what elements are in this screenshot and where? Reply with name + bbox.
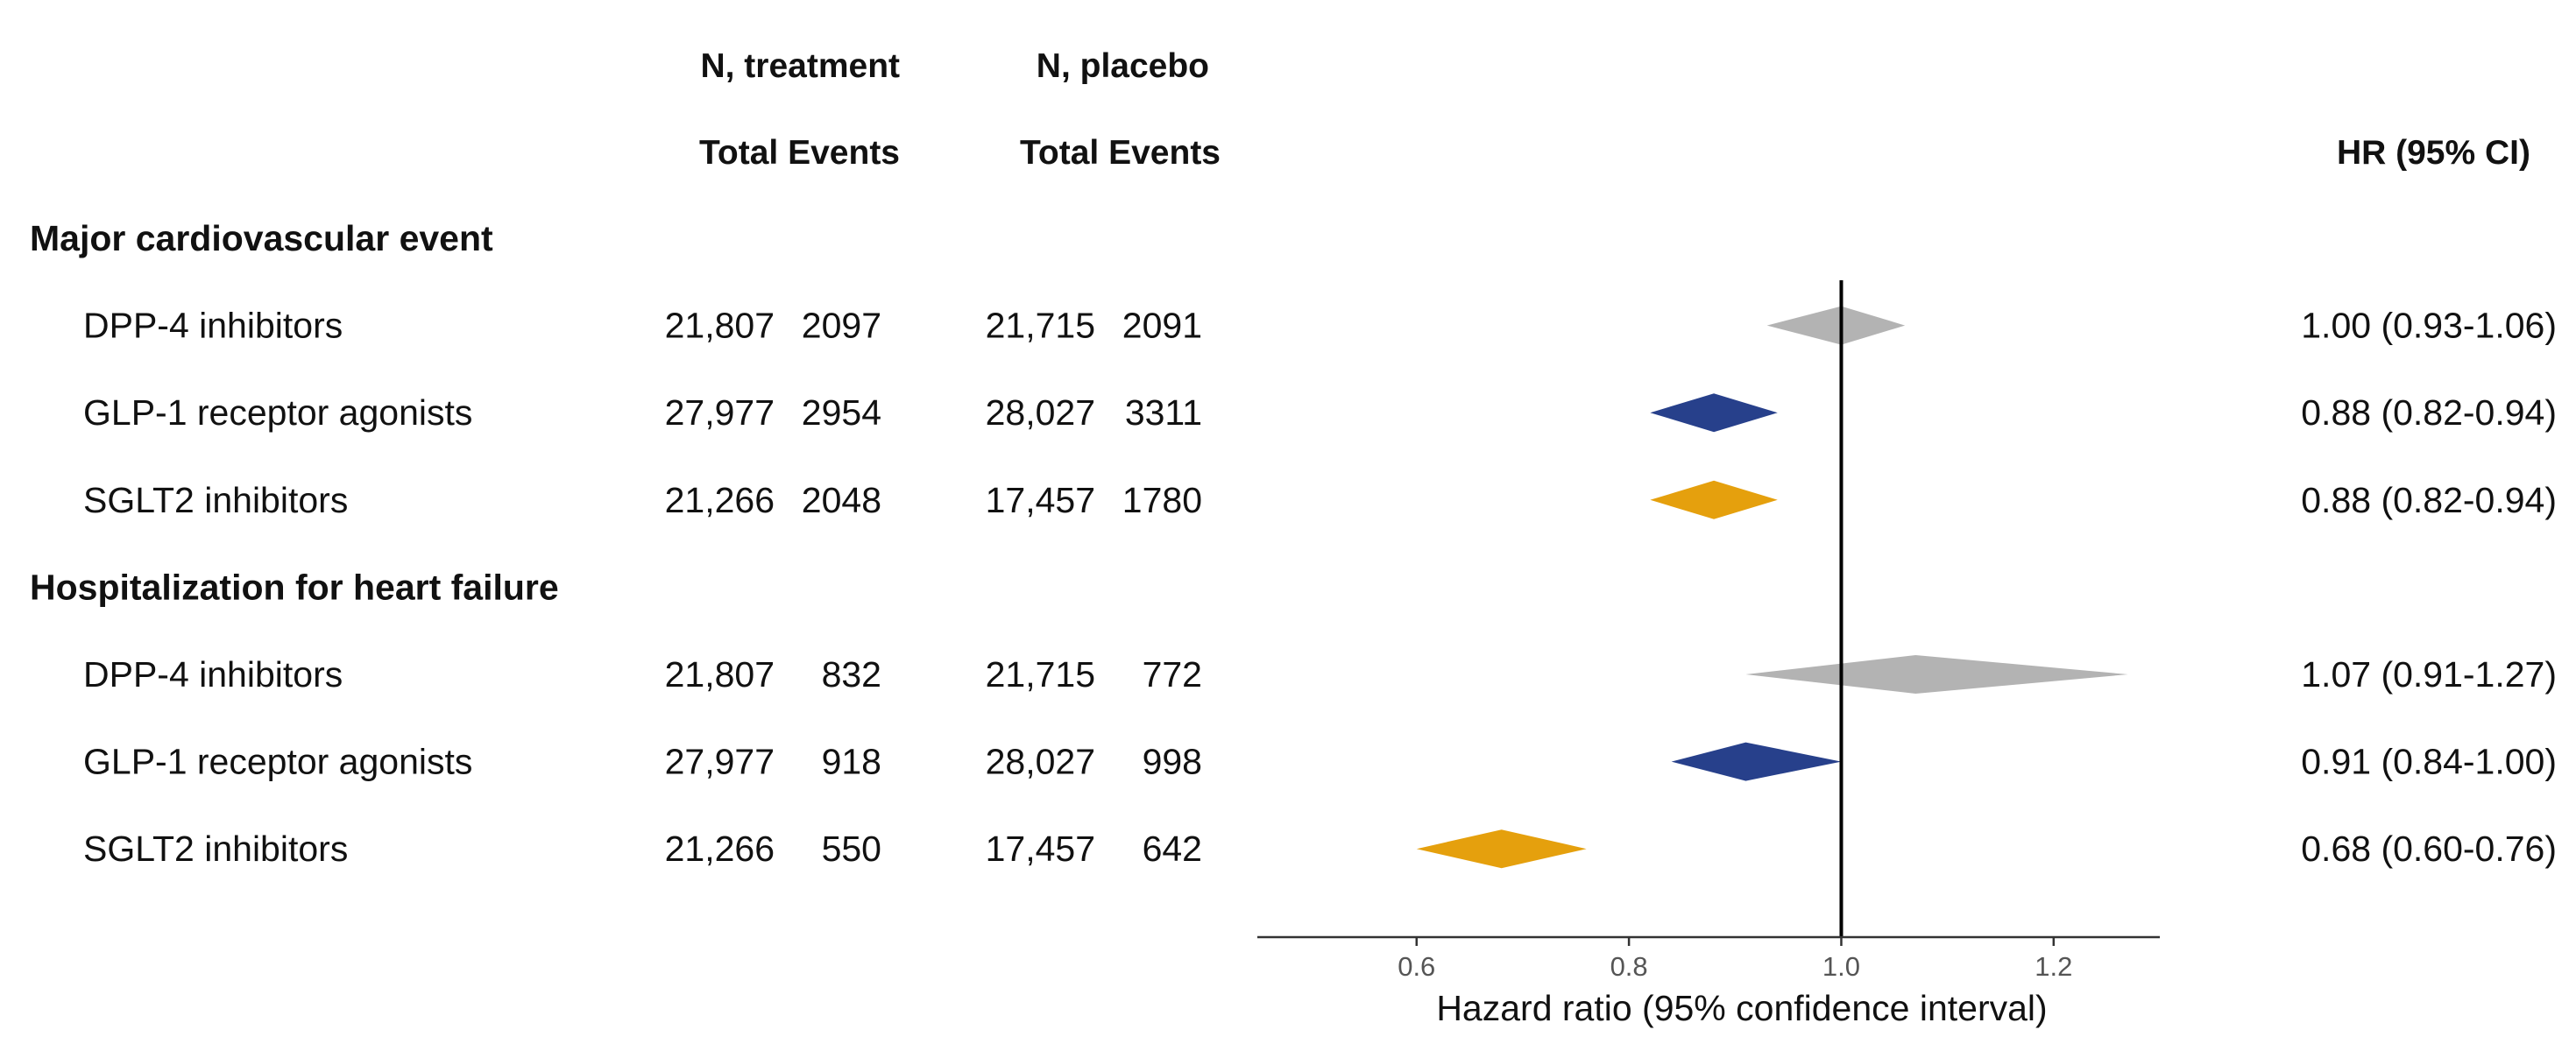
table-rows: Major cardiovascular event DPP-4 inhibito…: [30, 218, 2557, 869]
x-tick-label: 0.6: [1398, 951, 1435, 982]
x-tick-label: 0.8: [1610, 951, 1648, 982]
events-treatment-value: 832: [822, 654, 881, 695]
table-row: GLP-1 receptor agonists 27,977 918 28,027 99…: [83, 742, 2557, 782]
table-row: GLP-1 receptor agonists 27,977 2954 28,027 3…: [83, 392, 2557, 433]
table-row: DPP-4 inhibitors 21,807 832 21,715 772 1.07 (…: [83, 654, 2557, 695]
group-label: Hospitalization for heart failure: [30, 567, 559, 607]
n-placebo-value: 28,027: [986, 392, 1095, 433]
events-placebo-value: 772: [1143, 654, 1202, 695]
diamond-marks: [1416, 306, 2128, 869]
n-treatment-value: 21,807: [665, 654, 775, 695]
group-label: Major cardiovascular event: [30, 218, 493, 258]
n-treatment-value: 21,266: [665, 480, 775, 520]
events-placebo-value: 3311: [1125, 392, 1202, 433]
row-label: SGLT2 inhibitors: [83, 480, 348, 520]
hr-diamond: [1416, 829, 1587, 869]
hr-ci-value: 0.68 (0.60-0.76): [2301, 829, 2557, 869]
table-row: DPP-4 inhibitors 21,807 2097 21,715 2091 1.00…: [83, 306, 2557, 346]
n-placebo-value: 28,027: [986, 742, 1095, 782]
events-treatment-value: 2097: [802, 306, 881, 346]
hr-ci-value: 1.00 (0.93-1.06): [2301, 306, 2557, 346]
header-total-events-placebo: Total Events: [1020, 134, 1221, 172]
n-placebo-value: 17,457: [986, 480, 1095, 520]
n-placebo-value: 21,715: [986, 306, 1095, 346]
events-treatment-value: 2954: [802, 392, 881, 433]
hr-diamond: [1671, 742, 1842, 781]
events-placebo-value: 998: [1143, 742, 1202, 782]
row-label: DPP-4 inhibitors: [83, 654, 343, 695]
events-treatment-value: 550: [822, 829, 881, 869]
header-total-events-treatment: Total Events: [699, 134, 900, 172]
n-placebo-value: 17,457: [986, 829, 1095, 869]
row-label: GLP-1 receptor agonists: [83, 392, 472, 433]
x-tick-label: 1.2: [2035, 951, 2072, 982]
table-row: SGLT2 inhibitors 21,266 2048 17,457 1780 0.88…: [83, 480, 2557, 520]
n-treatment-value: 27,977: [665, 742, 775, 782]
n-treatment-value: 21,266: [665, 829, 775, 869]
header-hr-ci: HR (95% CI): [2337, 134, 2530, 172]
n-treatment-value: 21,807: [665, 306, 775, 346]
events-treatment-value: 2048: [802, 480, 881, 520]
x-axis: 0.6 0.8 1.0 1.2: [1257, 935, 2160, 982]
hr-diamond: [1650, 480, 1778, 519]
events-placebo-value: 2091: [1122, 306, 1202, 346]
events-placebo-value: 642: [1143, 829, 1202, 869]
hr-ci-value: 0.88 (0.82-0.94): [2301, 480, 2557, 520]
n-treatment-value: 27,977: [665, 392, 775, 433]
hr-diamond: [1650, 393, 1778, 433]
row-label: SGLT2 inhibitors: [83, 829, 348, 869]
header-n-treatment: N, treatment: [700, 47, 900, 85]
hr-ci-value: 1.07 (0.91-1.27): [2301, 654, 2557, 695]
x-tick-label: 1.0: [1822, 951, 1860, 982]
hr-diamond: [1745, 655, 2128, 694]
events-treatment-value: 918: [822, 742, 881, 782]
table-row: SGLT2 inhibitors 21,266 550 17,457 642 0.68 (…: [83, 829, 2557, 869]
hr-diamond: [1766, 306, 1906, 345]
x-axis-label: Hazard ratio (95% confidence interval): [1436, 988, 2047, 1028]
hr-ci-value: 0.91 (0.84-1.00): [2301, 742, 2557, 782]
header-n-placebo: N, placebo: [1037, 47, 1209, 85]
row-label: DPP-4 inhibitors: [83, 306, 343, 346]
events-placebo-value: 1780: [1122, 480, 1202, 520]
hr-ci-value: 0.88 (0.82-0.94): [2301, 392, 2557, 433]
n-placebo-value: 21,715: [986, 654, 1095, 695]
row-label: GLP-1 receptor agonists: [83, 742, 472, 782]
